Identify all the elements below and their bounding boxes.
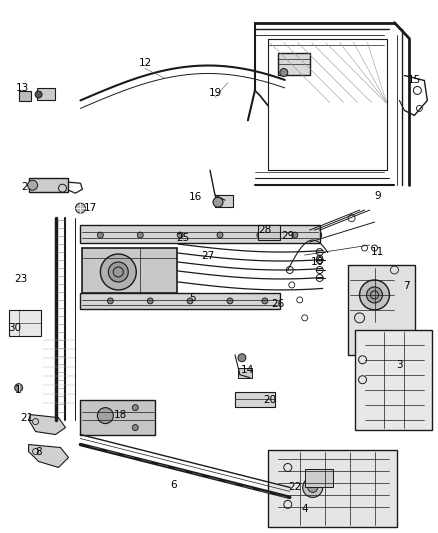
Bar bbox=[81, 400, 155, 434]
Text: 20: 20 bbox=[263, 394, 276, 405]
Bar bbox=[278, 53, 310, 75]
Text: 22: 22 bbox=[288, 482, 301, 492]
Bar bbox=[238, 368, 252, 378]
Text: 21: 21 bbox=[20, 413, 33, 423]
Bar bbox=[235, 392, 275, 407]
Bar bbox=[81, 225, 320, 243]
Circle shape bbox=[75, 203, 85, 213]
Bar bbox=[19, 92, 31, 101]
Circle shape bbox=[187, 298, 193, 304]
Text: 8: 8 bbox=[35, 447, 42, 457]
Circle shape bbox=[14, 384, 23, 392]
Text: 13: 13 bbox=[16, 84, 29, 93]
Text: 28: 28 bbox=[258, 225, 272, 235]
Circle shape bbox=[360, 280, 389, 310]
Text: 26: 26 bbox=[271, 299, 284, 309]
Circle shape bbox=[97, 232, 103, 238]
Bar bbox=[355, 330, 432, 430]
Text: 17: 17 bbox=[84, 203, 97, 213]
Bar bbox=[305, 470, 332, 487]
Circle shape bbox=[227, 298, 233, 304]
Text: 27: 27 bbox=[201, 251, 215, 261]
Text: 16: 16 bbox=[188, 192, 202, 202]
Text: 3: 3 bbox=[396, 360, 403, 370]
Bar bbox=[82, 248, 177, 293]
Text: 11: 11 bbox=[371, 247, 384, 257]
Bar bbox=[215, 195, 233, 207]
Text: 5: 5 bbox=[189, 293, 195, 303]
Bar bbox=[81, 293, 280, 309]
Text: 10: 10 bbox=[311, 257, 324, 267]
Bar bbox=[268, 449, 397, 527]
Circle shape bbox=[217, 232, 223, 238]
Text: 19: 19 bbox=[208, 88, 222, 99]
Circle shape bbox=[262, 298, 268, 304]
Circle shape bbox=[107, 298, 113, 304]
Circle shape bbox=[108, 262, 128, 282]
Text: 15: 15 bbox=[408, 76, 421, 85]
Bar bbox=[9, 310, 41, 336]
Circle shape bbox=[35, 91, 42, 98]
Bar bbox=[348, 265, 415, 355]
Text: 4: 4 bbox=[301, 504, 308, 514]
Circle shape bbox=[137, 232, 143, 238]
Text: 29: 29 bbox=[281, 231, 294, 241]
Circle shape bbox=[132, 425, 138, 431]
Circle shape bbox=[292, 232, 298, 238]
Text: 30: 30 bbox=[8, 323, 21, 333]
Circle shape bbox=[147, 298, 153, 304]
Bar bbox=[37, 88, 54, 100]
Circle shape bbox=[213, 197, 223, 207]
Bar bbox=[258, 225, 280, 240]
Circle shape bbox=[303, 478, 323, 497]
Circle shape bbox=[257, 232, 263, 238]
Text: 7: 7 bbox=[403, 281, 410, 291]
Text: 2: 2 bbox=[21, 182, 28, 192]
Circle shape bbox=[177, 232, 183, 238]
Circle shape bbox=[238, 354, 246, 362]
Polygon shape bbox=[28, 415, 66, 434]
Text: 1: 1 bbox=[14, 385, 21, 394]
Text: 12: 12 bbox=[138, 58, 152, 68]
Text: 6: 6 bbox=[170, 480, 177, 490]
Text: 9: 9 bbox=[374, 191, 381, 201]
Circle shape bbox=[308, 482, 318, 492]
Text: 25: 25 bbox=[177, 233, 190, 243]
Circle shape bbox=[367, 287, 382, 303]
Text: 23: 23 bbox=[14, 274, 27, 284]
Text: 18: 18 bbox=[114, 410, 127, 419]
Circle shape bbox=[280, 69, 288, 77]
Bar bbox=[28, 178, 68, 192]
Circle shape bbox=[97, 408, 113, 424]
Circle shape bbox=[28, 180, 38, 190]
Circle shape bbox=[100, 254, 136, 290]
Polygon shape bbox=[28, 445, 68, 467]
Text: 14: 14 bbox=[241, 365, 254, 375]
Circle shape bbox=[132, 405, 138, 410]
